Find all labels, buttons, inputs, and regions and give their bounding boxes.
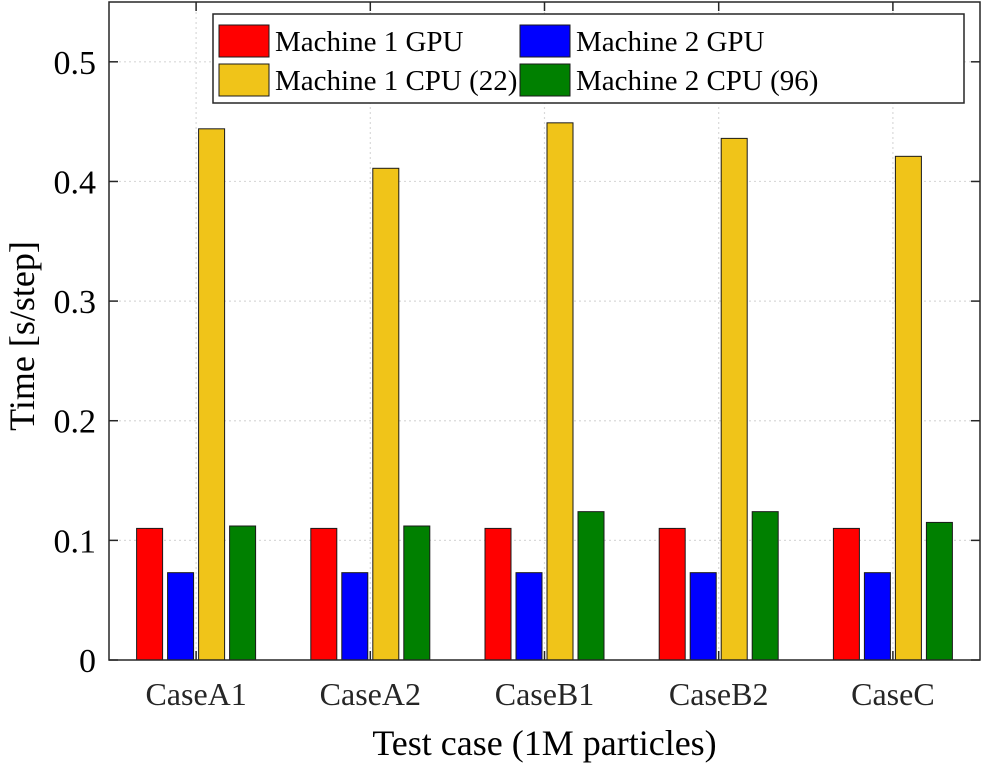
x-tick-label: CaseB2 xyxy=(669,676,769,712)
x-tick-label: CaseB1 xyxy=(495,676,595,712)
x-tick-label: CaseA2 xyxy=(320,676,421,712)
bar xyxy=(515,572,543,661)
bar xyxy=(198,128,226,661)
legend: Machine 1 GPU Machine 1 CPU (22) Machine 2… xyxy=(212,13,965,104)
y-tick-label: 0.4 xyxy=(54,164,97,201)
legend-entry-label: Machine 1 CPU (22) xyxy=(275,65,517,97)
x-axis-label: Test case (1M particles) xyxy=(372,723,716,763)
bar xyxy=(167,572,195,661)
legend-swatch xyxy=(519,24,571,58)
legend-swatch xyxy=(218,63,270,97)
axis-ticks xyxy=(109,2,980,661)
bar xyxy=(341,572,369,661)
bar xyxy=(229,525,257,661)
bar xyxy=(689,572,717,661)
bar xyxy=(863,572,891,661)
y-tick-label: 0.2 xyxy=(54,404,97,441)
bar xyxy=(658,527,686,661)
y-tick-label: 0.3 xyxy=(54,284,97,321)
bar xyxy=(372,167,400,661)
legend-box xyxy=(212,13,965,104)
bar xyxy=(720,137,748,661)
bar xyxy=(403,525,431,661)
bar xyxy=(832,527,860,661)
bar xyxy=(136,527,164,661)
legend-entry-label: Machine 2 GPU xyxy=(576,26,765,58)
legend-swatch xyxy=(519,63,571,97)
legend-swatch xyxy=(218,24,270,58)
x-tick-label: CaseA1 xyxy=(145,676,246,712)
y-tick-labels: 0 0.1 0.2 0.3 0.4 0.5 xyxy=(54,45,97,680)
bar xyxy=(310,527,338,661)
bar xyxy=(925,521,953,661)
bar xyxy=(546,122,574,661)
legend-entry-label: Machine 1 GPU xyxy=(275,26,464,58)
bar xyxy=(577,511,605,661)
y-tick-label: 0.1 xyxy=(54,523,97,560)
bars xyxy=(136,122,953,661)
y-tick-label: 0.5 xyxy=(54,45,97,82)
x-tick-label: CaseC xyxy=(851,676,935,712)
bar xyxy=(751,511,779,661)
bar xyxy=(484,527,512,661)
y-axis-label: Time [s/step] xyxy=(2,241,42,431)
y-tick-label: 0 xyxy=(79,643,96,680)
x-tick-labels: CaseA1 CaseA2 CaseB1 CaseB2 CaseC xyxy=(145,676,934,712)
legend-entry-label: Machine 2 CPU (96) xyxy=(576,65,818,97)
bar xyxy=(894,155,922,661)
